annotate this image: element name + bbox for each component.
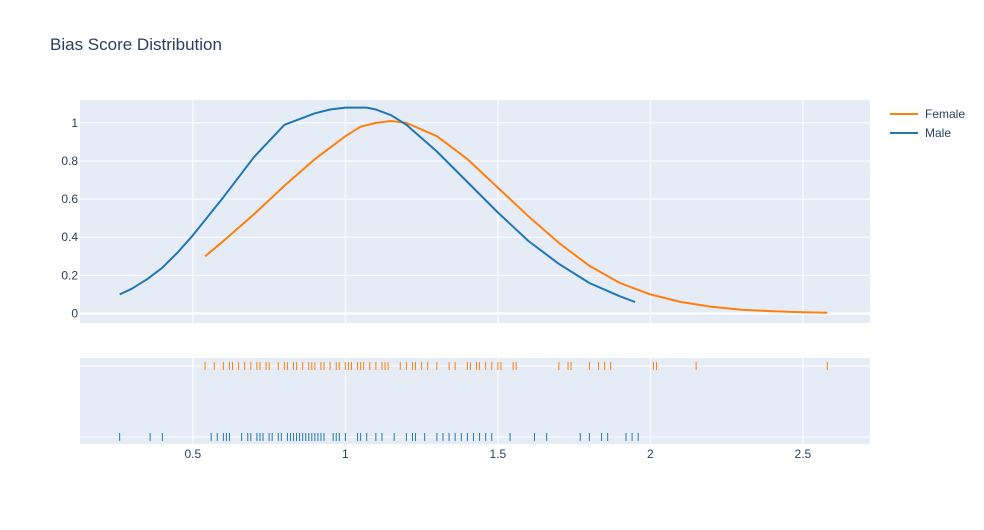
rug-layer <box>119 362 828 441</box>
x-tick-labels: 0.5 1 1.5 2 2.5 <box>185 447 812 461</box>
chart-title: Bias Score Distribution <box>50 35 222 54</box>
y-tick-label: 0.6 <box>61 192 78 206</box>
series-layer <box>119 106 828 314</box>
y-tick-label: 0.4 <box>61 230 78 244</box>
grid-layer <box>80 100 870 444</box>
y-tick-label: 0 <box>71 306 78 320</box>
x-tick-label: 0.5 <box>185 447 202 461</box>
legend-label: Male <box>925 126 951 140</box>
y-tick-label: 0.2 <box>61 268 78 282</box>
x-tick-label: 2 <box>647 447 654 461</box>
legend[interactable]: Female Male <box>890 107 965 140</box>
x-tick-label: 2.5 <box>795 447 812 461</box>
y-tick-label: 0.8 <box>61 154 78 168</box>
series-line-female[interactable] <box>204 120 828 314</box>
x-tick-label: 1 <box>342 447 349 461</box>
x-tick-label: 1.5 <box>490 447 507 461</box>
legend-item-male[interactable]: Male <box>890 126 951 140</box>
y-tick-label: 1 <box>71 116 78 130</box>
rug-plot-area <box>80 358 870 444</box>
legend-label: Female <box>925 107 965 121</box>
y-tick-labels: 0 0.2 0.4 0.6 0.8 1 <box>61 116 78 321</box>
density-plot-area <box>80 100 870 323</box>
series-line-male[interactable] <box>119 106 636 303</box>
legend-item-female[interactable]: Female <box>890 107 965 121</box>
